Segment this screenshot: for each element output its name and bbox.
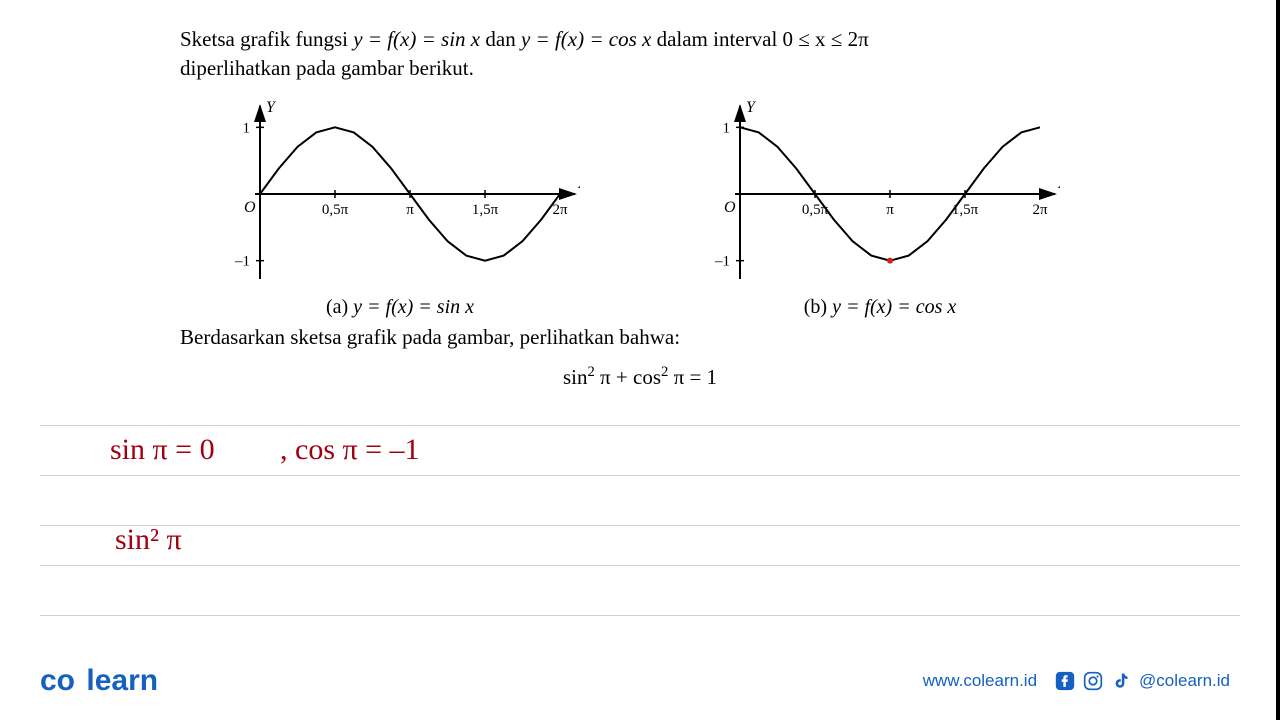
svg-text:Y: Y bbox=[746, 99, 757, 116]
svg-text:O: O bbox=[724, 199, 736, 216]
svg-text:2π: 2π bbox=[552, 202, 568, 218]
caption-a-eq: y = f(x) = sin x bbox=[353, 296, 474, 318]
svg-text:–1: –1 bbox=[714, 253, 730, 269]
tiktok-icon bbox=[1111, 671, 1131, 691]
handwriting-line2: sin² π bbox=[115, 523, 182, 557]
svg-text:1: 1 bbox=[243, 120, 251, 136]
caption-b-prefix: (b) bbox=[804, 296, 832, 318]
problem-interval: 0 ≤ x ≤ 2π bbox=[783, 27, 869, 51]
eq-mid: π + cos bbox=[595, 365, 661, 389]
problem-eq1: y = f(x) = sin x bbox=[353, 27, 480, 51]
svg-text:Y: Y bbox=[266, 99, 277, 116]
instagram-icon bbox=[1083, 671, 1103, 691]
rule-line bbox=[40, 425, 1240, 426]
social-icons: @colearn.id bbox=[1055, 671, 1230, 691]
problem-post: dalam interval bbox=[657, 27, 783, 51]
footer-url: www.colearn.id bbox=[923, 671, 1037, 691]
chart-cos-caption: (b) y = f(x) = cos x bbox=[660, 296, 1100, 319]
svg-text:0,5π: 0,5π bbox=[802, 202, 829, 218]
handwriting-line1b: , cos π = –1 bbox=[280, 433, 420, 467]
chart-sin-caption: (a) y = f(x) = sin x bbox=[180, 296, 620, 319]
caption-a-prefix: (a) bbox=[326, 296, 353, 318]
chart-sin: Y X O 1 –1 0,5π π 1,5π 2π bbox=[220, 94, 580, 294]
page-right-border bbox=[1276, 0, 1280, 720]
problem-mid: dan bbox=[485, 27, 521, 51]
chart-sin-block: Y X O 1 –1 0,5π π 1,5π 2π (a) y = f(x) = sin x bbox=[180, 94, 620, 319]
svg-text:π: π bbox=[886, 202, 894, 218]
chart-cos: Y X O 1 –1 0,5π π 1,5π 2π bbox=[700, 94, 1060, 294]
problem-pre: Sketsa grafik fungsi bbox=[180, 27, 353, 51]
svg-text:π: π bbox=[406, 202, 414, 218]
svg-text:O: O bbox=[244, 199, 256, 216]
svg-text:–1: –1 bbox=[234, 253, 250, 269]
main-content: Sketsa grafik fungsi y = f(x) = sin x da… bbox=[0, 0, 1280, 390]
rule-line bbox=[40, 565, 1240, 566]
footer-right: www.colearn.id @colearn.id bbox=[923, 671, 1230, 691]
problem-eq2: y = f(x) = cos x bbox=[521, 27, 651, 51]
logo-learn: learn bbox=[86, 664, 158, 697]
eq-sin: sin bbox=[563, 365, 588, 389]
problem-line2: diperlihatkan pada gambar berikut. bbox=[180, 56, 474, 80]
brand-logo: co learn bbox=[40, 664, 158, 698]
svg-text:X: X bbox=[577, 175, 580, 192]
eq-sup1: 2 bbox=[587, 364, 594, 380]
logo-co: co bbox=[40, 664, 75, 697]
charts-row: Y X O 1 –1 0,5π π 1,5π 2π (a) y = f(x) = sin x Y… bbox=[180, 94, 1100, 319]
center-equation: sin2 π + cos2 π = 1 bbox=[180, 364, 1100, 390]
svg-text:0,5π: 0,5π bbox=[322, 202, 349, 218]
svg-text:1,5π: 1,5π bbox=[472, 202, 499, 218]
eq-end: π = 1 bbox=[668, 365, 717, 389]
followup-text: Berdasarkan sketsa grafik pada gambar, p… bbox=[180, 325, 1100, 350]
svg-text:X: X bbox=[1057, 175, 1060, 192]
footer: co learn www.colearn.id @colearn.id bbox=[40, 664, 1230, 698]
handwriting-line1a: sin π = 0 bbox=[110, 433, 215, 467]
footer-handle: @colearn.id bbox=[1139, 671, 1230, 691]
svg-text:2π: 2π bbox=[1032, 202, 1048, 218]
rule-line bbox=[40, 525, 1240, 526]
caption-b-eq: y = f(x) = cos x bbox=[832, 296, 956, 318]
rule-line bbox=[40, 475, 1240, 476]
facebook-icon bbox=[1055, 671, 1075, 691]
rule-line bbox=[40, 615, 1240, 616]
chart-cos-block: Y X O 1 –1 0,5π π 1,5π 2π (b) y = f(x) = cos x bbox=[660, 94, 1100, 319]
svg-text:1: 1 bbox=[723, 120, 731, 136]
problem-statement: Sketsa grafik fungsi y = f(x) = sin x da… bbox=[180, 25, 1100, 84]
svg-text:1,5π: 1,5π bbox=[952, 202, 979, 218]
